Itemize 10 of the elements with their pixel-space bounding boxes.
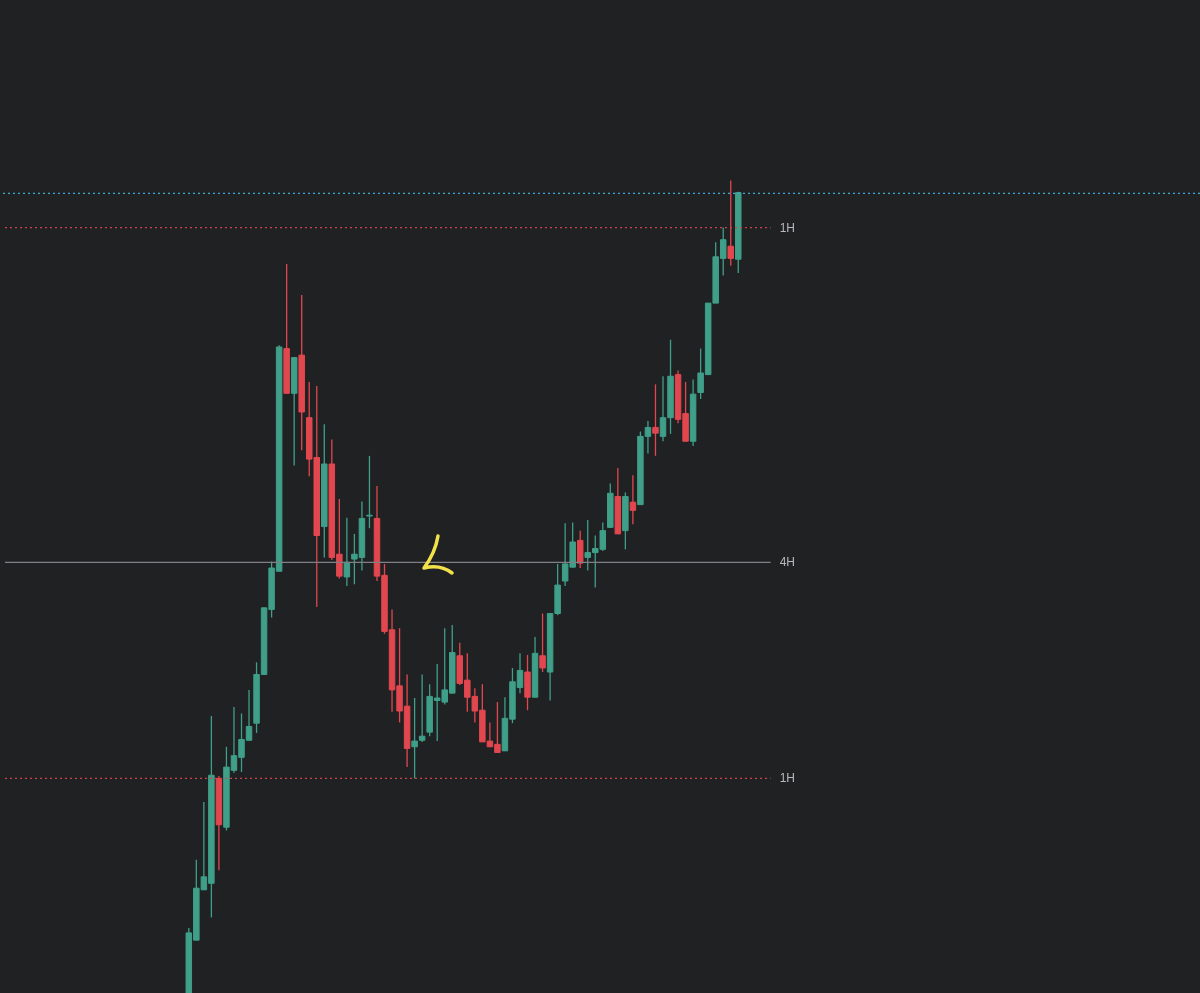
candlestick [652, 383, 659, 457]
candlestick [343, 516, 351, 587]
candlestick [629, 474, 637, 525]
candlestick [576, 529, 584, 569]
ref-line-label: 4H [779, 555, 796, 570]
ref-line-label: 1H [779, 220, 796, 235]
ref-line-label: 1H [779, 771, 796, 786]
candlestick [727, 179, 734, 267]
candlestick [539, 612, 546, 673]
candlestick [366, 455, 373, 529]
